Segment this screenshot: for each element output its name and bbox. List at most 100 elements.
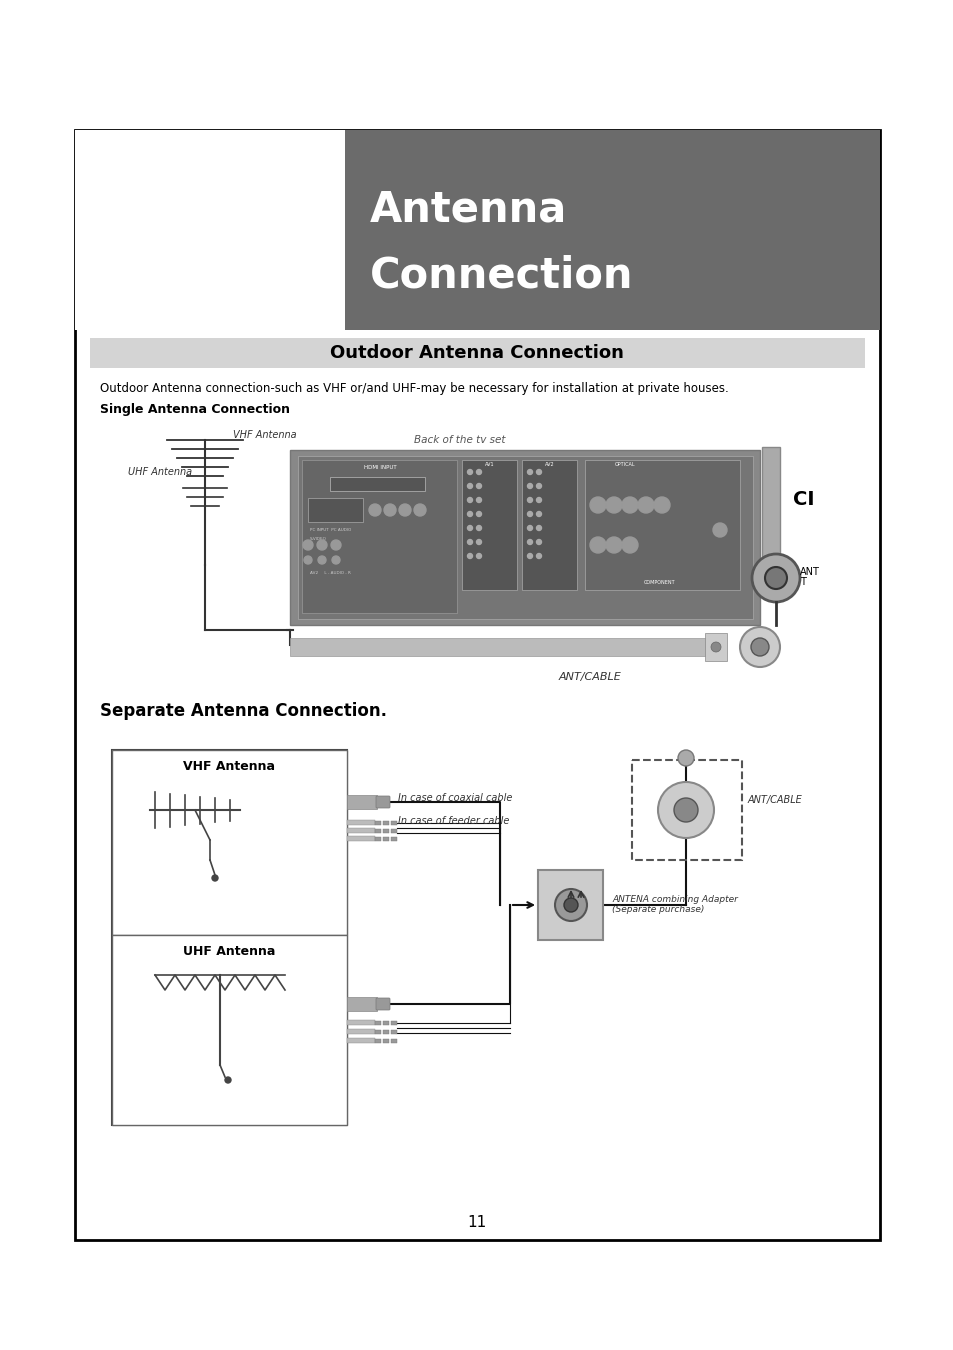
Text: CI: CI: [792, 490, 814, 509]
Circle shape: [751, 554, 800, 602]
Bar: [375, 1030, 380, 1034]
Circle shape: [589, 537, 605, 554]
Bar: [391, 821, 396, 825]
Bar: [347, 795, 376, 809]
Circle shape: [303, 540, 313, 549]
Bar: [584, 460, 740, 590]
Bar: [290, 639, 709, 656]
Bar: [112, 751, 347, 1125]
Circle shape: [467, 554, 472, 559]
Circle shape: [605, 497, 621, 513]
Bar: [382, 1040, 389, 1044]
Circle shape: [527, 540, 532, 544]
Text: Outdoor Antenna Connection: Outdoor Antenna Connection: [330, 344, 623, 362]
Text: In case of coaxial cable: In case of coaxial cable: [397, 792, 512, 803]
Circle shape: [678, 751, 693, 765]
Circle shape: [638, 497, 654, 513]
Circle shape: [536, 525, 541, 531]
Circle shape: [225, 1077, 231, 1083]
Bar: [604, 475, 644, 505]
Text: PC INPUT  PC AUDIO: PC INPUT PC AUDIO: [310, 528, 351, 532]
Circle shape: [740, 626, 780, 667]
Bar: [75, 130, 345, 329]
Bar: [391, 1030, 396, 1034]
Circle shape: [414, 504, 426, 516]
Text: HDMI INPUT: HDMI INPUT: [363, 464, 395, 470]
Bar: [347, 1038, 375, 1044]
Bar: [631, 760, 741, 860]
Bar: [347, 828, 375, 833]
Text: Back of the tv set: Back of the tv set: [414, 435, 505, 446]
Circle shape: [476, 483, 481, 489]
Circle shape: [536, 512, 541, 517]
Text: Connection: Connection: [370, 254, 633, 296]
Circle shape: [563, 898, 578, 913]
Circle shape: [764, 567, 786, 589]
Circle shape: [536, 483, 541, 489]
Text: AV2: AV2: [544, 462, 555, 467]
Bar: [290, 450, 760, 625]
Bar: [375, 1021, 380, 1025]
Circle shape: [589, 497, 605, 513]
Circle shape: [527, 525, 532, 531]
Circle shape: [658, 782, 713, 838]
Bar: [375, 821, 380, 825]
Circle shape: [621, 497, 638, 513]
Circle shape: [332, 556, 339, 564]
Bar: [391, 1021, 396, 1025]
Bar: [382, 1030, 389, 1034]
Text: ANT/CABLE: ANT/CABLE: [558, 672, 620, 682]
Bar: [391, 837, 396, 841]
Bar: [761, 447, 780, 595]
Text: UHF Antenna: UHF Antenna: [128, 467, 192, 477]
Bar: [375, 1040, 380, 1044]
Bar: [704, 633, 726, 662]
Bar: [90, 338, 864, 369]
Circle shape: [476, 525, 481, 531]
Circle shape: [467, 470, 472, 474]
Text: ANTENA combining Adapter
(Separate purchase): ANTENA combining Adapter (Separate purch…: [612, 895, 737, 914]
Bar: [347, 819, 375, 825]
Text: In case of feeder cable: In case of feeder cable: [397, 815, 509, 826]
Circle shape: [476, 512, 481, 517]
Bar: [521, 460, 577, 590]
Text: COMPONENT: COMPONENT: [643, 580, 675, 585]
Bar: [347, 1021, 375, 1025]
Bar: [537, 869, 602, 940]
Text: T: T: [800, 576, 805, 587]
Circle shape: [605, 537, 621, 554]
Circle shape: [673, 798, 698, 822]
Bar: [375, 829, 380, 833]
Circle shape: [467, 512, 472, 517]
Text: VHF Antenna: VHF Antenna: [183, 760, 274, 774]
Circle shape: [536, 498, 541, 502]
Text: ANT: ANT: [800, 567, 819, 576]
Bar: [382, 829, 389, 833]
Circle shape: [317, 556, 326, 564]
Bar: [461, 460, 517, 590]
Bar: [382, 837, 389, 841]
Bar: [345, 130, 879, 329]
Text: Antenna: Antenna: [370, 189, 567, 231]
Bar: [308, 498, 363, 522]
Text: Single Antenna Connection: Single Antenna Connection: [100, 404, 290, 416]
Text: Outdoor Antenna connection-such as VHF or/and UHF-may be necessary for installat: Outdoor Antenna connection-such as VHF o…: [100, 382, 728, 396]
Bar: [112, 751, 347, 936]
Bar: [347, 836, 375, 841]
Bar: [75, 130, 879, 1241]
Bar: [330, 477, 424, 491]
Circle shape: [621, 537, 638, 554]
Bar: [302, 460, 456, 613]
Text: ANT/CABLE: ANT/CABLE: [747, 795, 801, 805]
Circle shape: [536, 540, 541, 544]
Circle shape: [467, 525, 472, 531]
Circle shape: [467, 483, 472, 489]
Bar: [391, 1040, 396, 1044]
Circle shape: [369, 504, 380, 516]
Bar: [382, 1021, 389, 1025]
Circle shape: [710, 643, 720, 652]
Circle shape: [304, 556, 312, 564]
Circle shape: [398, 504, 411, 516]
Text: 11: 11: [467, 1215, 486, 1230]
Circle shape: [527, 498, 532, 502]
